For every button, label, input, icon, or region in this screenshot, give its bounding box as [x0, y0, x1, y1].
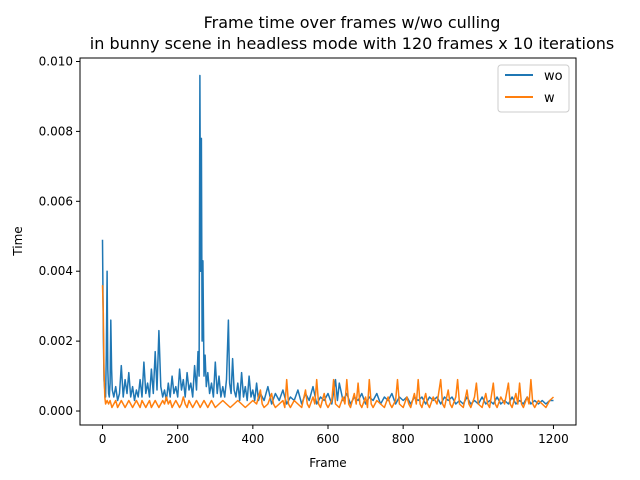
series-line-wo	[101, 74, 554, 405]
y-tick-label: 0.000	[39, 404, 73, 418]
y-tick-label: 0.008	[39, 124, 73, 138]
x-tick-label: 1200	[538, 432, 569, 446]
x-tick-label: 200	[166, 432, 189, 446]
y-axis-label: Time	[11, 226, 25, 256]
y-tick-label: 0.006	[39, 194, 73, 208]
y-tick-label: 0.002	[39, 334, 73, 348]
axes-frame	[79, 57, 577, 426]
y-tick-label: 0.004	[39, 264, 73, 278]
x-tick-label: 800	[392, 432, 415, 446]
y-axis-ticks: 0.000 0.002 0.004 0.006 0.008 0.010	[39, 54, 80, 418]
chart-title-line-1: Frame time over frames w/wo culling	[204, 13, 501, 32]
legend-box	[497, 64, 570, 113]
legend-label-w: w	[544, 91, 555, 106]
x-tick-label: 400	[241, 432, 264, 446]
plot-area	[101, 74, 555, 409]
legend: wo w	[497, 64, 570, 113]
x-axis-ticks: 0 200 400 600 800 1000 1200	[99, 425, 569, 446]
y-tick-label: 0.010	[39, 54, 73, 68]
x-tick-label: 600	[317, 432, 340, 446]
series-line-w	[101, 285, 555, 409]
chart-title-line-2: in bunny scene in headless mode with 120…	[90, 34, 614, 53]
x-tick-label: 1000	[463, 432, 494, 446]
legend-label-wo: wo	[544, 69, 563, 84]
x-tick-label: 0	[99, 432, 107, 446]
x-axis-label: Frame	[309, 456, 346, 470]
